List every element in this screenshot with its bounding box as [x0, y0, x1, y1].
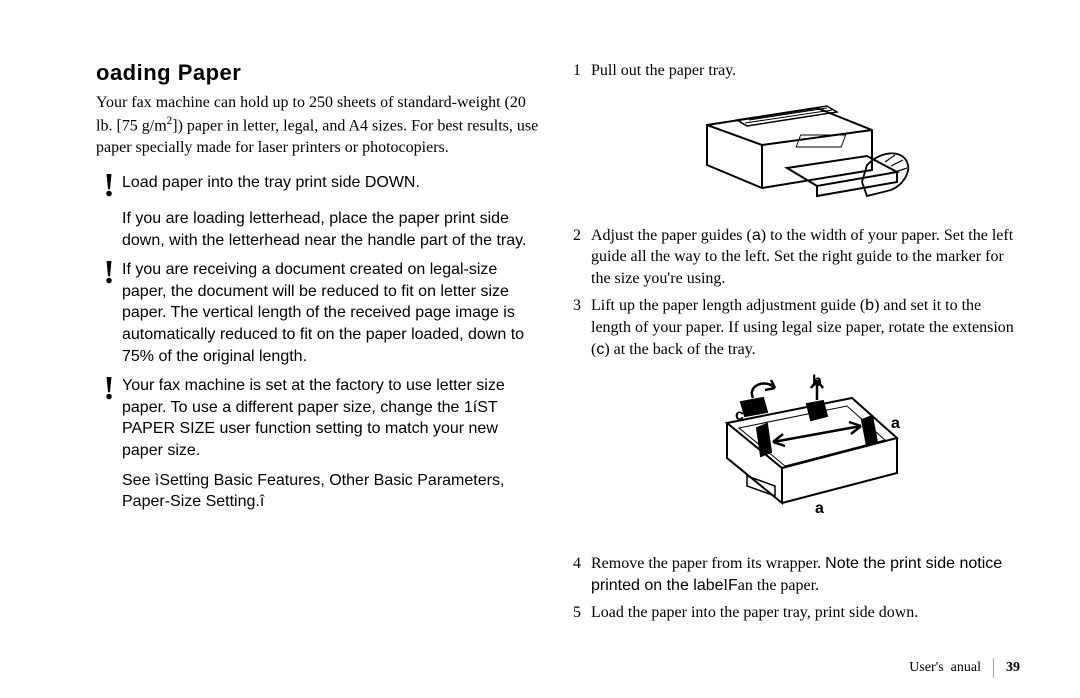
exclamation-icon: !: [96, 259, 122, 367]
note-text: Load paper into the tray print side DOWN…: [122, 172, 543, 200]
note-text: If you are loading letterhead, place the…: [122, 208, 543, 251]
note-followup: ! See ìSetting Basic Features, Other Bas…: [96, 470, 543, 513]
label-b: b: [812, 373, 822, 390]
footer-separator: [993, 658, 994, 678]
page-footer: User's anual 39: [909, 658, 1020, 678]
step-text: Load the paper into the paper tray, prin…: [591, 602, 1020, 624]
step-text: Lift up the paper length adjustment guid…: [591, 295, 1020, 360]
note-item: ! If you are receiving a document create…: [96, 259, 543, 367]
footer-text: User's: [909, 660, 943, 676]
footer-text: anual: [951, 660, 981, 676]
section-title: oading Paper: [96, 60, 543, 86]
tray-icon: b c a a: [657, 368, 937, 538]
figure-printer: [573, 90, 1020, 215]
label-c: c: [735, 407, 744, 424]
page-number: 39: [1006, 660, 1020, 676]
note-text: Your fax machine is set at the factory t…: [122, 375, 543, 461]
steps-list: 2 Adjust the paper guides (a) to the wid…: [573, 225, 1020, 361]
note-text: See ìSetting Basic Features, Other Basic…: [122, 470, 543, 513]
label-a: a: [815, 500, 824, 517]
step-text: Adjust the paper guides (a) to the width…: [591, 225, 1020, 290]
note-text: If you are receiving a document created …: [122, 259, 543, 367]
step-1: 1 Pull out the paper tray.: [573, 60, 1020, 82]
step-2: 2 Adjust the paper guides (a) to the wid…: [573, 225, 1020, 290]
step-text: Pull out the paper tray.: [591, 60, 1020, 82]
printer-icon: [667, 90, 927, 210]
step-4: 4 Remove the paper from its wrapper. Not…: [573, 553, 1020, 596]
label-a: a: [891, 415, 900, 432]
note-item: ! If you are loading letterhead, place t…: [96, 208, 543, 251]
step-3: 3 Lift up the paper length adjustment gu…: [573, 295, 1020, 360]
exclamation-icon: !: [96, 172, 122, 200]
manual-page: oading Paper Your fax machine can hold u…: [0, 0, 1080, 698]
intro-paragraph: Your fax machine can hold up to 250 shee…: [96, 92, 543, 158]
left-column: oading Paper Your fax machine can hold u…: [60, 60, 563, 698]
figure-tray: b c a a: [573, 368, 1020, 543]
notes-block: ! Load paper into the tray print side DO…: [96, 172, 543, 513]
steps-list: 4 Remove the paper from its wrapper. Not…: [573, 553, 1020, 624]
step-5: 5 Load the paper into the paper tray, pr…: [573, 602, 1020, 624]
exclamation-icon: !: [96, 375, 122, 461]
note-item: ! Load paper into the tray print side DO…: [96, 172, 543, 200]
steps-list: 1 Pull out the paper tray.: [573, 60, 1020, 82]
step-text: Remove the paper from its wrapper. Note …: [591, 553, 1020, 596]
right-column: 1 Pull out the paper tray.: [563, 60, 1020, 698]
note-item: ! Your fax machine is set at the factory…: [96, 375, 543, 461]
